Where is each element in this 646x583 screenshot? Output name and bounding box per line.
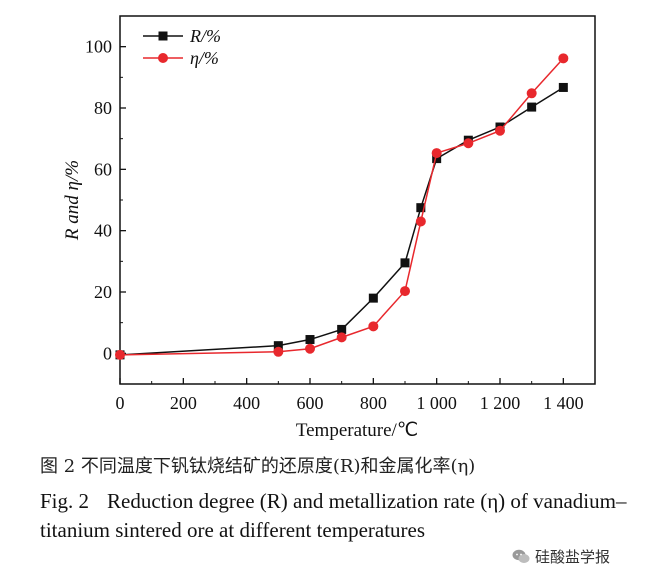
legend-label: η/% <box>190 48 219 68</box>
y-tick-label: 40 <box>94 221 112 241</box>
y-axis-title: R and η/% <box>62 160 83 241</box>
legend-marker <box>158 31 168 41</box>
series-1 <box>115 53 569 360</box>
watermark: 硅酸盐学报 <box>512 546 610 567</box>
data-point-circle <box>431 148 442 159</box>
legend-entry: R/% <box>143 26 221 46</box>
caption-figure-label: Fig. 2 <box>40 489 90 513</box>
y-tick-label: 20 <box>94 282 112 302</box>
chart: Temperature/℃ R and η/% 0 200 400 600 800 1 0… <box>62 15 596 441</box>
x-tick-label: 1 000 <box>416 393 457 413</box>
caption-english-text: Reduction degree (R) and metallization r… <box>40 489 627 542</box>
legend-entry: η/% <box>143 48 219 68</box>
wechat-icon <box>512 549 530 563</box>
data-point-square <box>305 335 315 345</box>
data-point-square <box>432 154 442 164</box>
data-point-circle <box>115 349 125 360</box>
data-point-circle <box>273 346 284 357</box>
x-tick-label: 0 <box>116 393 125 413</box>
data-point-square <box>558 82 568 92</box>
y-tick-label: 80 <box>94 98 112 118</box>
x-tick-label: 800 <box>360 393 387 413</box>
data-point-circle <box>558 53 569 64</box>
data-point-circle <box>495 125 505 136</box>
y-tick-label: 0 <box>103 343 112 363</box>
caption-english: Fig. 2 Reduction degree (R) and metalliza… <box>40 487 630 545</box>
x-tick-label: 1 200 <box>480 393 521 413</box>
y-tick-label: 60 <box>94 159 112 179</box>
legend-label: R/% <box>189 26 221 46</box>
series-layer <box>115 53 569 360</box>
legend: R/%η/% <box>143 26 221 68</box>
data-point-circle <box>526 88 537 99</box>
axis-ticks: 0 200 400 600 800 1 000 1 200 1 400 0 20 40 60 80 100 <box>85 37 584 413</box>
series-line <box>119 57 564 356</box>
x-tick-label: 1 400 <box>543 393 584 413</box>
data-point-square <box>416 203 426 213</box>
x-tick-label: 600 <box>297 393 324 413</box>
watermark-text: 硅酸盐学报 <box>535 548 611 566</box>
x-axis-title: Temperature/℃ <box>296 420 418 441</box>
data-point-square <box>368 293 378 303</box>
data-point-circle <box>368 321 379 332</box>
data-point-square <box>273 341 283 351</box>
data-point-circle <box>400 286 410 297</box>
series-0 <box>115 82 568 360</box>
legend-marker <box>158 53 168 63</box>
caption-chinese: 图 2 不同温度下钒钛烧结矿的还原度(R)和金属化率(η) <box>40 456 476 477</box>
data-point-circle <box>336 332 347 343</box>
y-tick-label: 100 <box>85 37 112 57</box>
data-point-circle <box>305 343 315 354</box>
data-point-square <box>337 324 347 334</box>
data-point-square <box>400 258 410 268</box>
x-tick-label: 200 <box>170 393 197 413</box>
data-point-circle <box>463 138 474 149</box>
data-point-square <box>527 102 537 112</box>
plot-frame <box>119 15 596 385</box>
x-tick-label: 400 <box>233 393 260 413</box>
data-point-circle <box>415 216 426 227</box>
